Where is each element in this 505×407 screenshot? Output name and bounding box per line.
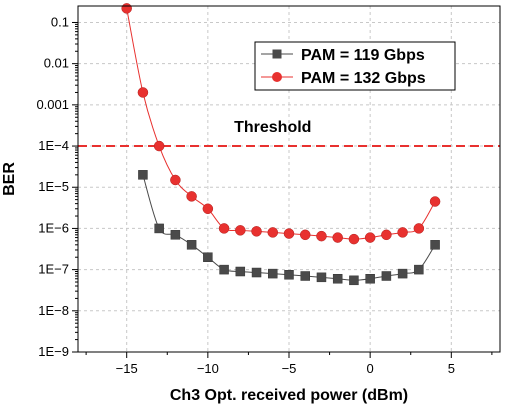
series-1-point — [397, 268, 408, 279]
y-tick-label: 1E−8 — [38, 303, 69, 318]
series-1-point — [154, 223, 164, 234]
series-1-point — [381, 271, 392, 281]
x-tick-label: −5 — [282, 361, 297, 376]
series-1-point — [316, 272, 327, 283]
x-tick-label: −10 — [197, 361, 219, 376]
x-tick-label: 0 — [367, 361, 374, 376]
legend: PAM = 119 Gbps PAM = 132 Gbps — [254, 41, 456, 91]
threshold-label: Threshold — [234, 119, 311, 136]
x-axis-title: Ch3 Opt. received power (dBm) — [170, 387, 408, 404]
series-2-point — [316, 230, 327, 242]
series-2-point — [267, 227, 279, 238]
series-2-point — [170, 174, 181, 186]
series-2-point — [283, 228, 295, 239]
series-1-point — [186, 240, 197, 250]
series-2-point — [299, 229, 311, 241]
y-tick-label: 1E−4 — [38, 138, 69, 153]
y-tick-label: 1E−5 — [38, 179, 69, 194]
series-2-point — [153, 140, 165, 152]
series-2-point — [121, 3, 132, 14]
series-2-point — [429, 196, 441, 207]
y-tick-label: 0.001 — [36, 97, 69, 112]
legend-label-1: PAM = 119 Gbps — [301, 47, 425, 64]
series-1-point — [170, 230, 181, 240]
series-2-point — [218, 223, 230, 234]
legend-items: PAM = 119 Gbps PAM = 132 Gbps — [261, 47, 426, 87]
legend-label-2: PAM = 132 Gbps — [301, 70, 426, 87]
series-layer — [121, 3, 441, 286]
series-1-point — [268, 268, 278, 279]
y-axis-title: BER — [1, 162, 18, 196]
y-tick-label: 1E−7 — [38, 262, 69, 277]
series-1-point — [235, 266, 246, 277]
legend-marker-1 — [272, 49, 282, 59]
series-2-point — [186, 191, 197, 202]
series-1-point — [219, 264, 229, 275]
ticks-layer: 1E−9 1E−8 1E−7 1E−6 1E−5 1E−4 0.001 0.01 0.1 −15 −… — [36, 14, 493, 376]
series-2-point — [381, 229, 392, 241]
y-tick-label: 0.01 — [44, 56, 69, 71]
y-tick-label: 1E−6 — [38, 220, 69, 235]
series-1-point — [138, 170, 148, 180]
series-1-point — [300, 271, 310, 281]
series-1-point — [203, 252, 213, 262]
x-tick-label: 5 — [448, 361, 455, 376]
legend-box — [254, 41, 456, 91]
series-2-point — [413, 223, 425, 234]
series-1-point — [349, 275, 359, 286]
series-2-point — [348, 233, 360, 245]
y-tick-label: 1E−9 — [38, 344, 69, 359]
series-1-point — [332, 274, 343, 284]
series-1-point — [414, 264, 424, 275]
series-2-point — [235, 225, 246, 236]
series-2-point — [397, 227, 408, 238]
legend-marker-2 — [272, 72, 282, 82]
series-2-point — [332, 232, 343, 243]
series-1-point — [365, 274, 375, 284]
series-1-point — [251, 267, 262, 278]
series-2-point — [364, 232, 376, 243]
x-tick-label: −15 — [116, 361, 138, 376]
series-2-point — [137, 87, 149, 98]
series-1-point — [430, 240, 440, 250]
series-2-point — [251, 226, 262, 237]
series-1-point — [284, 270, 294, 280]
series-2-point — [202, 203, 214, 215]
y-tick-label: 0.1 — [51, 14, 69, 29]
